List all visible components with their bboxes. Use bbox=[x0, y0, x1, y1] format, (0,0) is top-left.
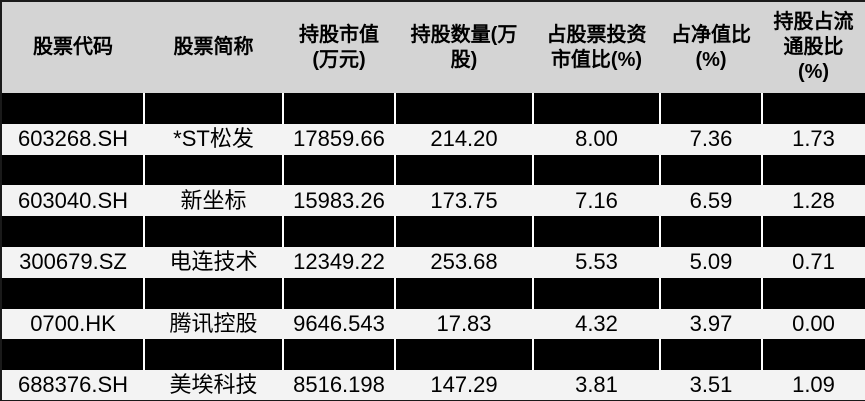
stock-name-cell: 美埃科技 bbox=[144, 370, 283, 401]
column-header-stock-name: 股票简称 bbox=[144, 1, 283, 93]
holding-market-value-cell: 9646.543 bbox=[283, 308, 395, 340]
redacted-cell bbox=[762, 93, 865, 124]
redacted-cell bbox=[1, 277, 145, 309]
redacted-cell bbox=[762, 154, 865, 186]
pct-net-value-cell: 3.97 bbox=[660, 308, 762, 340]
column-header-pct-of-stock-investment: 占股票投资 市值比(%) bbox=[533, 1, 660, 93]
redacted-cell bbox=[283, 277, 396, 309]
holding-share-count-cell: 214.20 bbox=[395, 123, 533, 155]
redacted-cell bbox=[660, 216, 763, 247]
pct-float-cell: 0.00 bbox=[762, 308, 865, 340]
redacted-cell bbox=[395, 154, 534, 186]
redacted-cell bbox=[395, 277, 534, 309]
pct-net-value-cell: 7.36 bbox=[660, 123, 762, 155]
table-row: 603268.SH *ST松发 17859.66 214.20 8.00 7.3… bbox=[1, 123, 865, 155]
redacted-cell bbox=[762, 339, 865, 371]
holding-market-value-cell: 15983.26 bbox=[283, 185, 395, 217]
stock-name-cell: 新坐标 bbox=[144, 185, 283, 217]
redacted-cell bbox=[660, 93, 763, 124]
redacted-row bbox=[1, 339, 865, 371]
holding-market-value-cell: 8516.198 bbox=[283, 370, 395, 401]
column-header-pct-of-net-value: 占净值比 (%) bbox=[660, 1, 762, 93]
column-header-pct-of-float-shares: 持股占流 通股比 (%) bbox=[762, 1, 865, 93]
pct-stock-investment-cell: 7.16 bbox=[533, 185, 660, 217]
redacted-cell bbox=[1, 93, 145, 124]
redacted-row bbox=[1, 93, 865, 124]
redacted-cell bbox=[144, 277, 284, 309]
redacted-cell bbox=[144, 154, 284, 186]
redacted-cell bbox=[1, 154, 145, 186]
pct-net-value-cell: 3.51 bbox=[660, 370, 762, 401]
redacted-cell bbox=[395, 93, 534, 124]
pct-stock-investment-cell: 4.32 bbox=[533, 308, 660, 340]
column-header-holding-market-value: 持股市值 (万元) bbox=[283, 1, 395, 93]
holding-market-value-cell: 12349.22 bbox=[283, 246, 395, 278]
table-row: 688376.SH 美埃科技 8516.198 147.29 3.81 3.51… bbox=[1, 370, 865, 401]
redacted-cell bbox=[660, 154, 763, 186]
holding-market-value-cell: 17859.66 bbox=[283, 123, 395, 155]
column-header-holding-share-count: 持股数量(万 股) bbox=[395, 1, 533, 93]
redacted-cell bbox=[283, 93, 396, 124]
redacted-cell bbox=[395, 216, 534, 247]
redacted-cell bbox=[533, 216, 661, 247]
pct-net-value-cell: 6.59 bbox=[660, 185, 762, 217]
pct-stock-investment-cell: 3.81 bbox=[533, 370, 660, 401]
redacted-cell bbox=[533, 277, 661, 309]
table-row: 0700.HK 腾讯控股 9646.543 17.83 4.32 3.97 0.… bbox=[1, 308, 865, 340]
redacted-cell bbox=[533, 339, 661, 371]
stock-code-cell: 300679.SZ bbox=[1, 246, 144, 278]
stock-code-cell: 603040.SH bbox=[1, 185, 144, 217]
redacted-cell bbox=[144, 93, 284, 124]
redacted-cell bbox=[660, 339, 763, 371]
redacted-cell bbox=[144, 339, 284, 371]
redacted-cell bbox=[660, 277, 763, 309]
holding-share-count-cell: 147.29 bbox=[395, 370, 533, 401]
redacted-cell bbox=[533, 93, 661, 124]
stock-name-cell: *ST松发 bbox=[144, 123, 283, 155]
table-row: 603040.SH 新坐标 15983.26 173.75 7.16 6.59 … bbox=[1, 185, 865, 217]
pct-net-value-cell: 5.09 bbox=[660, 246, 762, 278]
pct-float-cell: 0.71 bbox=[762, 246, 865, 278]
redacted-cell bbox=[762, 277, 865, 309]
redacted-cell bbox=[762, 216, 865, 247]
redacted-row bbox=[1, 216, 865, 247]
redacted-cell bbox=[1, 216, 145, 247]
stock-code-cell: 0700.HK bbox=[1, 308, 144, 340]
redacted-row bbox=[1, 154, 865, 186]
redacted-cell bbox=[395, 339, 534, 371]
stock-name-cell: 腾讯控股 bbox=[144, 308, 283, 340]
stock-code-cell: 603268.SH bbox=[1, 123, 144, 155]
table-row: 300679.SZ 电连技术 12349.22 253.68 5.53 5.09… bbox=[1, 246, 865, 278]
header-row: 股票代码 股票简称 持股市值 (万元) 持股数量(万 股) 占股票投资 市值比(… bbox=[1, 1, 865, 93]
pct-float-cell: 1.09 bbox=[762, 370, 865, 401]
holding-share-count-cell: 173.75 bbox=[395, 185, 533, 217]
redacted-cell bbox=[144, 216, 284, 247]
pct-stock-investment-cell: 8.00 bbox=[533, 123, 660, 155]
pct-float-cell: 1.28 bbox=[762, 185, 865, 217]
redacted-cell bbox=[1, 339, 145, 371]
redacted-cell bbox=[283, 339, 396, 371]
pct-stock-investment-cell: 5.53 bbox=[533, 246, 660, 278]
redacted-row bbox=[1, 277, 865, 309]
column-header-stock-code: 股票代码 bbox=[1, 1, 144, 93]
stock-code-cell: 688376.SH bbox=[1, 370, 144, 401]
redacted-cell bbox=[283, 216, 396, 247]
pct-float-cell: 1.73 bbox=[762, 123, 865, 155]
redacted-cell bbox=[533, 154, 661, 186]
holding-share-count-cell: 253.68 bbox=[395, 246, 533, 278]
redacted-cell bbox=[283, 154, 396, 186]
stock-name-cell: 电连技术 bbox=[144, 246, 283, 278]
holding-share-count-cell: 17.83 bbox=[395, 308, 533, 340]
